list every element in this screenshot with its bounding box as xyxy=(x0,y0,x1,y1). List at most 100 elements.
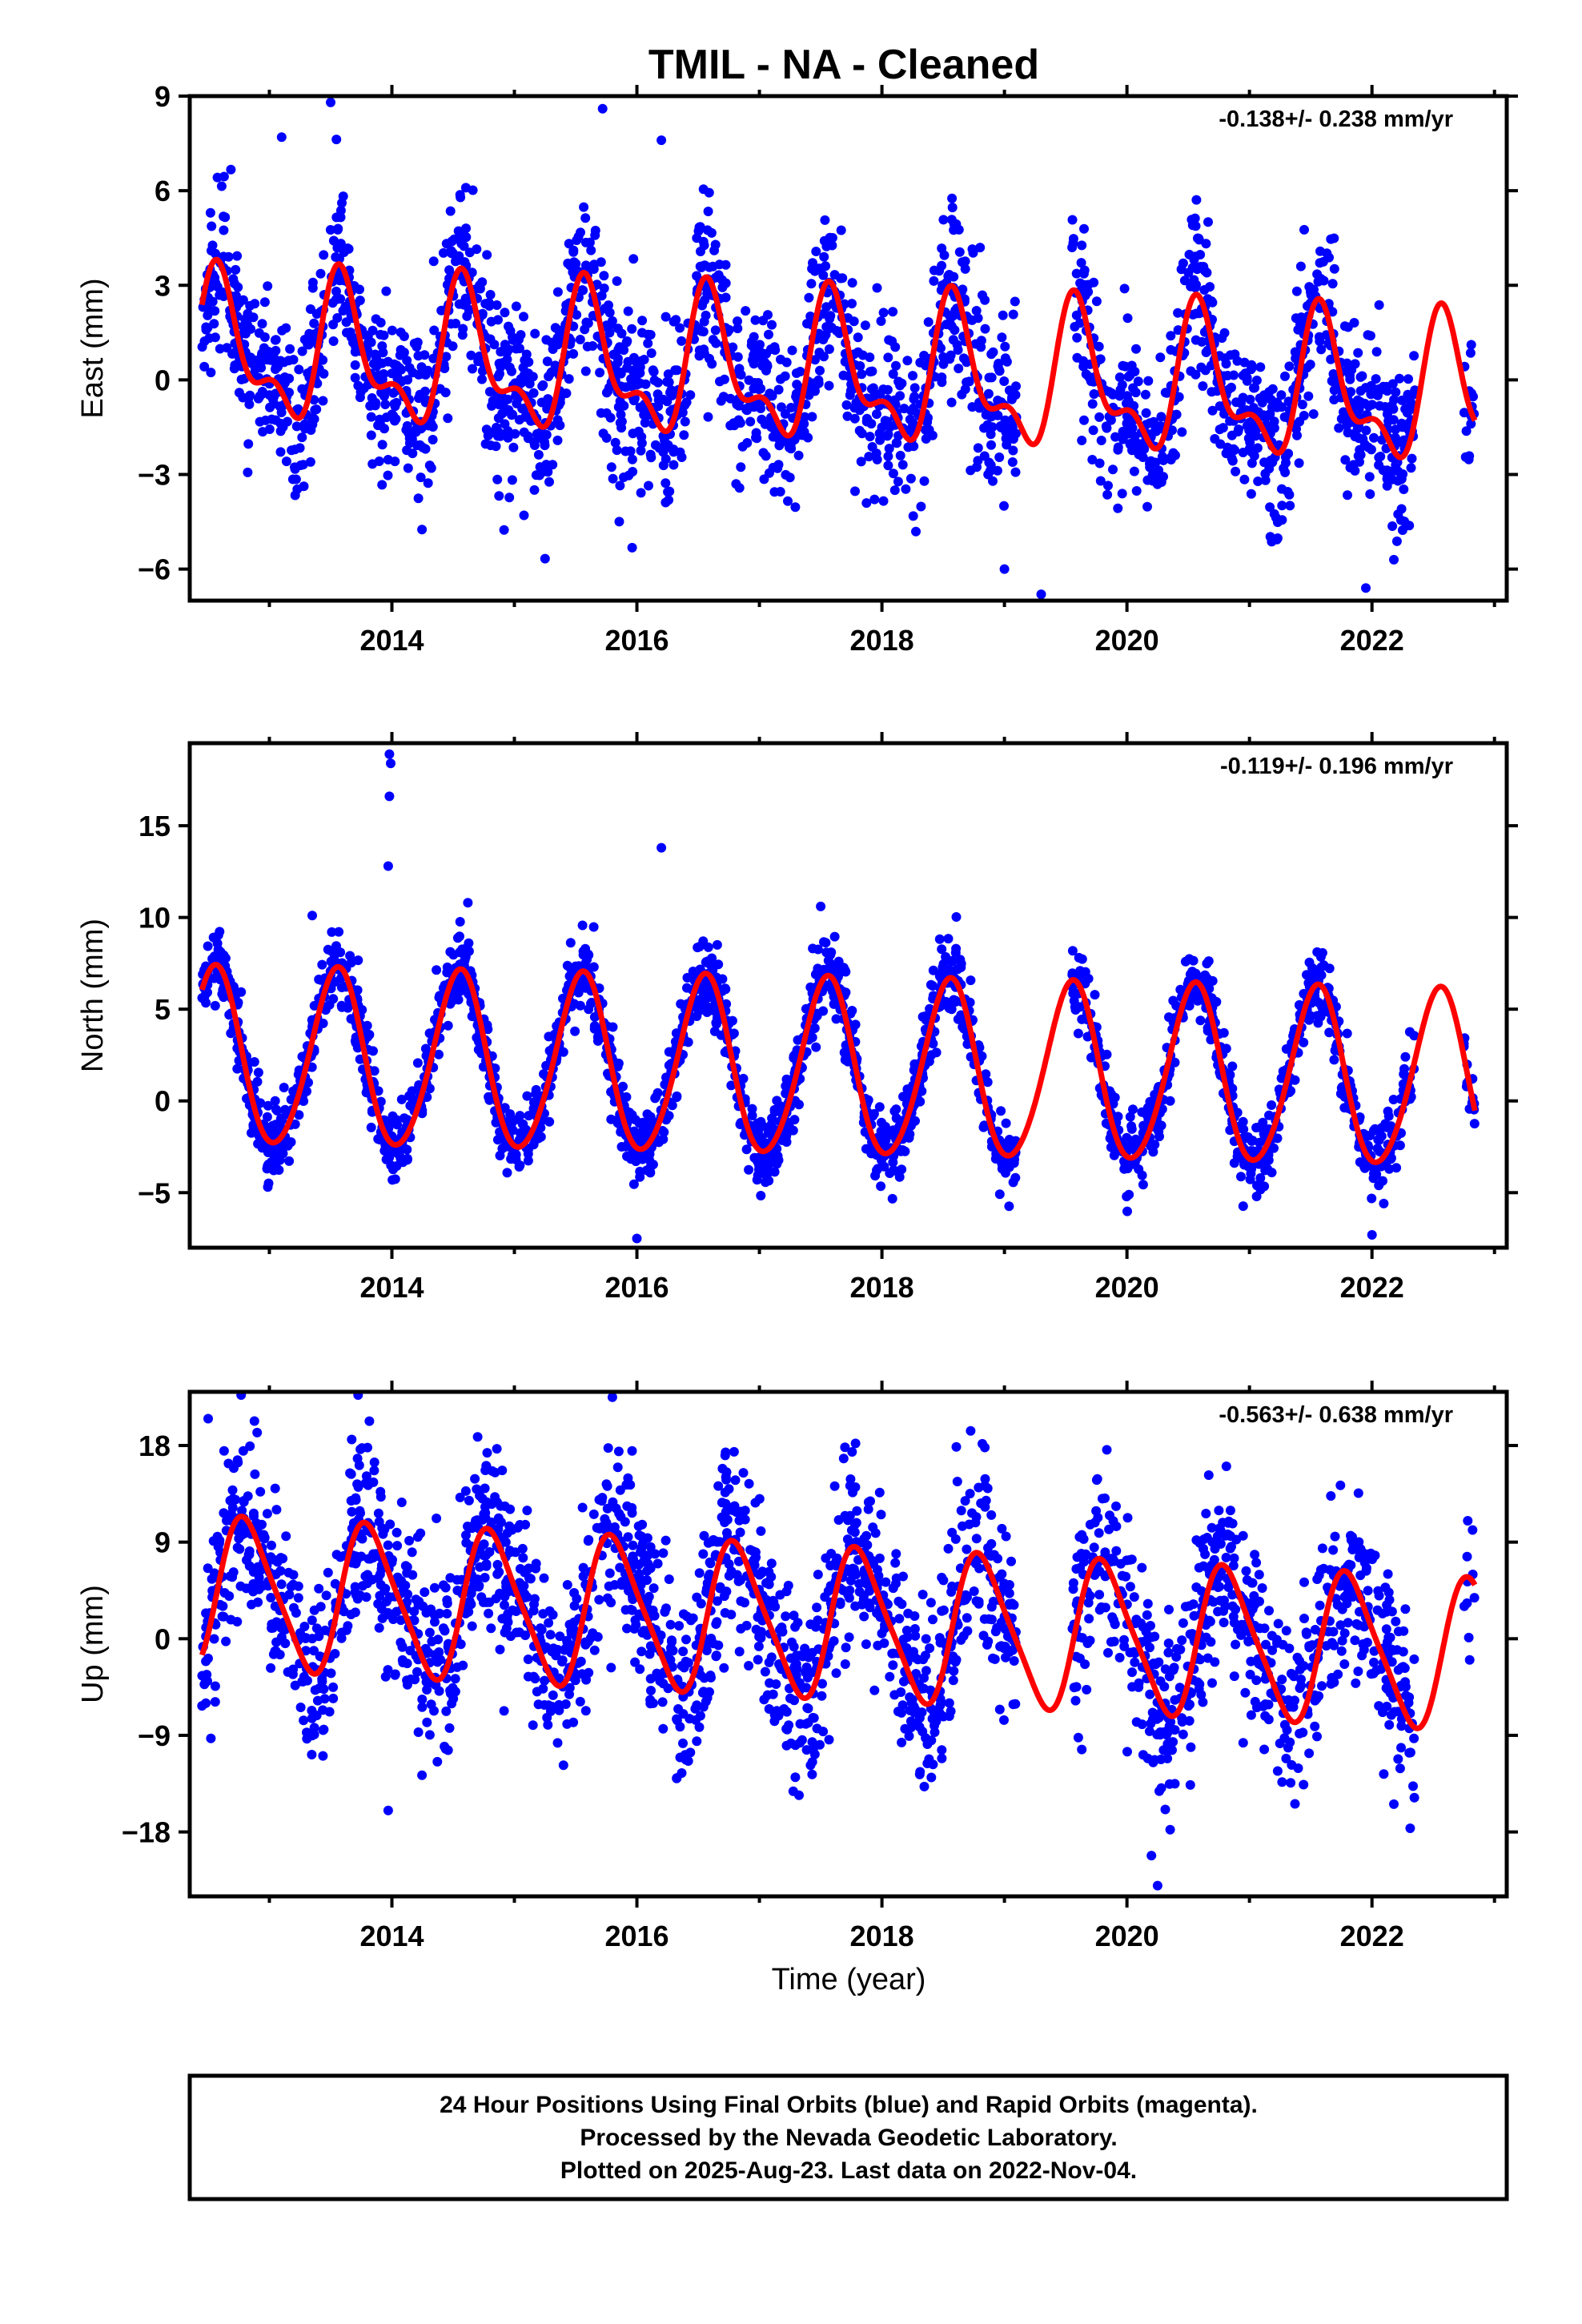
data-point xyxy=(528,372,538,382)
data-point xyxy=(758,448,769,458)
data-point xyxy=(1110,432,1121,442)
data-point xyxy=(1117,380,1127,390)
data-point xyxy=(1389,554,1399,565)
data-point xyxy=(417,525,428,535)
data-point xyxy=(445,206,456,216)
data-point xyxy=(1329,1055,1339,1065)
data-point xyxy=(1404,1027,1415,1037)
data-point xyxy=(1390,432,1400,443)
data-point xyxy=(454,978,464,988)
data-point xyxy=(929,265,939,275)
data-point xyxy=(582,955,592,965)
data-point xyxy=(278,1148,288,1159)
data-point xyxy=(766,344,776,355)
data-point xyxy=(703,207,713,216)
y-tick-label: 9 xyxy=(155,80,171,113)
data-point xyxy=(824,380,834,391)
data-point xyxy=(275,447,286,457)
x-tick-label: 2020 xyxy=(1095,1271,1159,1304)
data-point xyxy=(1294,458,1304,468)
data-point xyxy=(317,959,327,970)
data-point xyxy=(338,191,348,202)
data-point xyxy=(396,344,406,355)
data-point xyxy=(849,413,860,424)
x-tick-label: 2020 xyxy=(1095,624,1159,657)
data-point xyxy=(428,435,438,444)
data-point xyxy=(583,318,593,328)
data-point xyxy=(766,1123,777,1133)
data-point xyxy=(889,1106,900,1116)
data-point xyxy=(1365,489,1375,499)
data-point xyxy=(944,965,954,975)
data-point xyxy=(888,369,898,379)
east-model-curve xyxy=(199,256,1478,460)
data-point xyxy=(820,215,830,225)
data-point xyxy=(1177,427,1187,437)
data-point xyxy=(226,164,236,175)
data-point xyxy=(981,410,991,420)
data-point xyxy=(325,225,335,235)
data-point xyxy=(663,369,673,380)
data-point xyxy=(511,344,521,354)
data-point xyxy=(336,983,347,992)
data-point xyxy=(253,393,263,404)
data-point xyxy=(315,268,326,279)
data-point xyxy=(272,1105,283,1116)
data-point xyxy=(868,383,878,393)
data-point xyxy=(599,271,609,281)
data-point xyxy=(955,955,966,965)
data-point xyxy=(502,431,512,441)
data-point xyxy=(901,484,911,494)
data-point xyxy=(500,308,510,318)
data-point xyxy=(1000,415,1010,425)
data-point xyxy=(954,224,964,235)
data-point xyxy=(1131,344,1141,354)
data-point xyxy=(1079,223,1089,234)
data-point xyxy=(544,1031,554,1042)
data-point xyxy=(1285,501,1295,511)
data-point xyxy=(749,332,759,342)
data-point xyxy=(512,398,522,408)
data-point xyxy=(1269,509,1279,519)
data-point xyxy=(282,416,292,427)
data-point xyxy=(365,400,375,411)
data-point xyxy=(1397,395,1407,405)
data-point xyxy=(1280,467,1291,477)
data-point xyxy=(1195,1015,1206,1026)
data-point xyxy=(1391,536,1402,546)
data-point xyxy=(504,493,515,503)
data-point xyxy=(821,302,832,312)
data-point xyxy=(998,310,1008,320)
data-point xyxy=(808,943,818,954)
data-point xyxy=(616,416,627,427)
data-point xyxy=(986,440,996,450)
data-point xyxy=(409,338,420,348)
data-point xyxy=(973,443,983,453)
data-point xyxy=(828,960,838,971)
data-point xyxy=(745,416,756,427)
data-point xyxy=(1272,533,1283,543)
data-point xyxy=(1303,391,1314,401)
data-point xyxy=(351,342,361,352)
data-point xyxy=(1369,432,1379,443)
data-point xyxy=(806,279,817,289)
data-point xyxy=(243,467,253,477)
data-point xyxy=(543,467,553,477)
data-point xyxy=(403,463,413,473)
data-point xyxy=(999,376,1010,386)
data-point xyxy=(284,388,294,398)
data-point xyxy=(1399,1063,1409,1074)
data-point xyxy=(642,1109,652,1120)
data-point xyxy=(1228,444,1239,454)
data-point xyxy=(267,1120,278,1131)
data-point xyxy=(639,410,649,420)
data-point xyxy=(1236,1172,1246,1182)
data-point xyxy=(299,420,309,430)
data-point xyxy=(586,245,596,255)
data-point xyxy=(653,395,664,405)
data-point xyxy=(1263,1164,1273,1174)
data-point xyxy=(610,437,620,448)
data-point xyxy=(892,438,902,448)
data-point xyxy=(210,1000,220,1011)
data-point xyxy=(669,460,679,470)
